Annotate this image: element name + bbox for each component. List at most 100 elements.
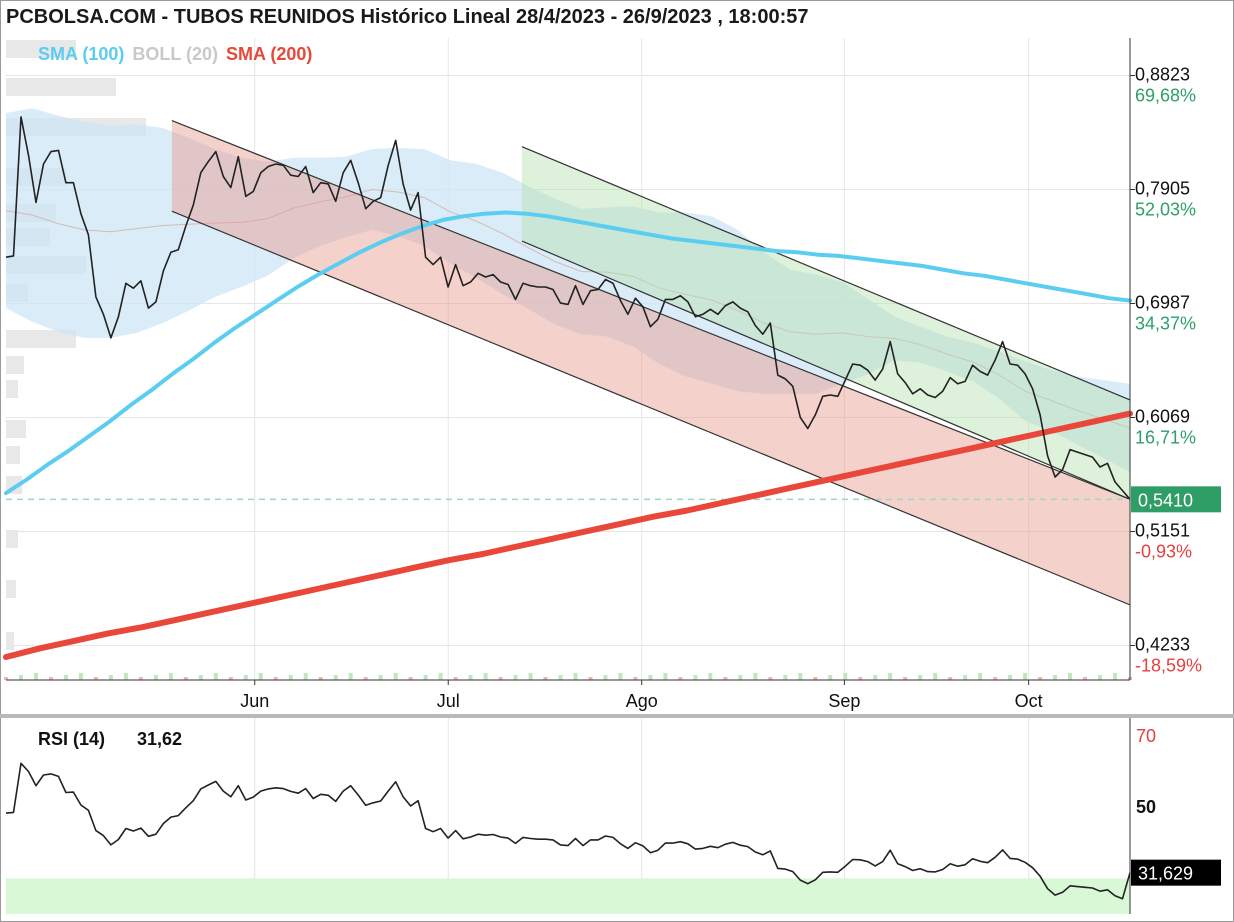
volume-bar bbox=[438, 673, 443, 680]
volume-bar bbox=[1068, 673, 1073, 680]
x-tick-label: Jun bbox=[240, 691, 269, 711]
sma200-line bbox=[3, 410, 1133, 660]
legend-item-1: BOLL (20) bbox=[132, 44, 218, 64]
volume-bar bbox=[978, 673, 983, 680]
volume-bar bbox=[693, 675, 698, 680]
volume-bar bbox=[483, 673, 488, 680]
volume-profile-bar bbox=[6, 356, 24, 374]
x-tick-label: Sep bbox=[828, 691, 860, 711]
volume-bar bbox=[408, 677, 413, 680]
volume-bar bbox=[768, 677, 773, 680]
volume-bar bbox=[858, 677, 863, 680]
volume-bar bbox=[873, 675, 878, 680]
x-tick-label: Jul bbox=[437, 691, 460, 711]
volume-bar bbox=[1008, 675, 1013, 680]
volume-bar bbox=[603, 675, 608, 680]
rsi-value-label: 31,62 bbox=[137, 729, 182, 749]
volume-bar bbox=[678, 677, 683, 680]
channel-upper-line-0 bbox=[171, 120, 1131, 500]
volume-bar bbox=[1098, 675, 1103, 680]
volume-bar bbox=[213, 673, 218, 680]
volume-bar bbox=[78, 673, 83, 680]
y-tick-percent: 16,71% bbox=[1135, 427, 1196, 447]
volume-profile-bar bbox=[6, 78, 116, 96]
volume-bars bbox=[4, 673, 1132, 680]
y-tick-percent: 34,37% bbox=[1135, 313, 1196, 333]
y-tick-label: 0,7905 bbox=[1135, 178, 1190, 198]
rsi-current-label: 31,629 bbox=[1138, 864, 1193, 884]
x-tick-label: Ago bbox=[626, 691, 658, 711]
volume-bar bbox=[1053, 675, 1058, 680]
volume-bar bbox=[783, 675, 788, 680]
y-tick-label: 0,5151 bbox=[1135, 520, 1190, 540]
rsi-oversold-zone bbox=[6, 878, 1130, 914]
volume-bar bbox=[618, 673, 623, 680]
volume-bar bbox=[753, 673, 758, 680]
volume-bar bbox=[528, 673, 533, 680]
volume-bar bbox=[258, 673, 263, 680]
chart-title: PCBOLSA.COM - TUBOS REUNIDOS Histórico L… bbox=[6, 6, 809, 28]
volume-bar bbox=[948, 677, 953, 680]
y-tick-percent: -0,93% bbox=[1135, 541, 1192, 561]
volume-bar bbox=[288, 675, 293, 680]
rsi-title: RSI (14) bbox=[38, 729, 105, 749]
volume-profile-bar bbox=[6, 580, 16, 598]
volume-bar bbox=[333, 675, 338, 680]
y-tick-label: 0,6069 bbox=[1135, 406, 1190, 426]
volume-bar bbox=[543, 677, 548, 680]
volume-bar bbox=[378, 675, 383, 680]
bollinger-band bbox=[6, 108, 1130, 472]
bollinger-middle-line bbox=[5, 188, 1131, 429]
volume-bar bbox=[348, 673, 353, 680]
volume-bar bbox=[318, 677, 323, 680]
volume-profile-bar bbox=[6, 40, 76, 58]
volume-bar bbox=[93, 677, 98, 680]
y-tick-percent: -18,59% bbox=[1135, 655, 1202, 675]
volume-bar bbox=[1083, 677, 1088, 680]
volume-bar bbox=[1113, 673, 1118, 680]
volume-bar bbox=[1023, 673, 1028, 680]
current-price-badge bbox=[1131, 486, 1221, 513]
volume-bar bbox=[888, 673, 893, 680]
volume-profile-bar bbox=[6, 380, 18, 398]
y-tick-percent: 52,03% bbox=[1135, 199, 1196, 219]
volume-bar bbox=[48, 677, 53, 680]
channel-lower-line-1 bbox=[521, 240, 1131, 500]
volume-bar bbox=[228, 677, 233, 680]
volume-bar bbox=[813, 677, 818, 680]
rsi-current-badge bbox=[1131, 859, 1221, 886]
channel-lower-line-0 bbox=[171, 210, 1131, 606]
y-tick-label: 0,4233 bbox=[1135, 634, 1190, 654]
volume-bar bbox=[363, 677, 368, 680]
volume-bar bbox=[933, 673, 938, 680]
volume-bar bbox=[33, 673, 38, 680]
volume-bar bbox=[468, 675, 473, 680]
volume-profile-bar bbox=[6, 420, 26, 438]
volume-profile-bar bbox=[6, 530, 18, 548]
y-tick-label: 0,6987 bbox=[1135, 292, 1190, 312]
volume-bar bbox=[138, 677, 143, 680]
volume-bar bbox=[633, 677, 638, 680]
volume-bar bbox=[963, 675, 968, 680]
volume-bar bbox=[453, 677, 458, 680]
volume-bar bbox=[513, 675, 518, 680]
volume-bar bbox=[573, 673, 578, 680]
rsi-y-tick-label: 70 bbox=[1136, 726, 1156, 746]
current-price-label: 0,5410 bbox=[1138, 490, 1193, 510]
volume-bar bbox=[648, 675, 653, 680]
volume-bar bbox=[708, 673, 713, 680]
x-tick-label: Oct bbox=[1015, 691, 1043, 711]
volume-bar bbox=[4, 677, 8, 680]
volume-bar bbox=[663, 673, 668, 680]
panel-separator bbox=[0, 714, 1234, 718]
y-tick-percent: 69,68% bbox=[1135, 86, 1196, 106]
volume-bar bbox=[738, 675, 743, 680]
volume-bar bbox=[183, 677, 188, 680]
volume-bar bbox=[198, 675, 203, 680]
channel-upper-line-1 bbox=[521, 146, 1131, 401]
volume-bar bbox=[393, 673, 398, 680]
volume-bar bbox=[18, 675, 23, 680]
volume-bar bbox=[168, 673, 173, 680]
volume-bar bbox=[798, 673, 803, 680]
